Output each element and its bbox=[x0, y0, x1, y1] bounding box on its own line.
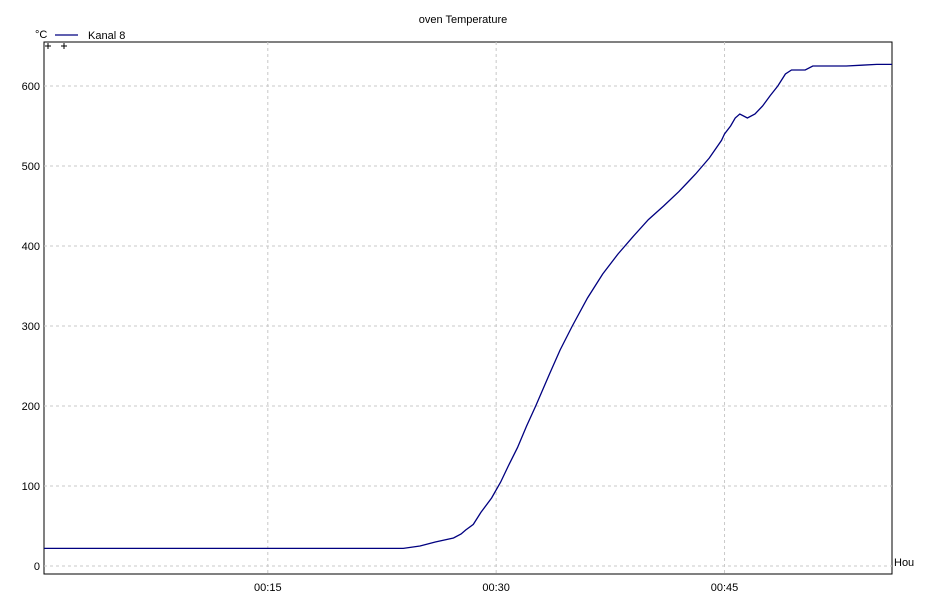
series-line-kanal-8 bbox=[44, 63, 892, 550]
x-tick-label: 00:15 bbox=[254, 582, 282, 594]
y-tick-label: 100 bbox=[22, 481, 40, 493]
cursor-marker-plus-icon[interactable] bbox=[61, 43, 67, 49]
cursor-marker-plus-icon[interactable] bbox=[45, 43, 51, 49]
y-tick-label: 300 bbox=[22, 321, 40, 333]
legend: Kanal 8 bbox=[55, 30, 125, 42]
plot-area[interactable] bbox=[43, 41, 893, 575]
y-axis-unit: °C bbox=[35, 29, 47, 41]
y-tick-label: 0 bbox=[34, 561, 40, 573]
chart-title: oven Temperature bbox=[419, 14, 507, 26]
y-tick-label: 500 bbox=[22, 161, 40, 173]
x-axis-unit: Hou bbox=[894, 557, 914, 569]
grid-lines bbox=[44, 42, 892, 574]
y-tick-label: 400 bbox=[22, 241, 40, 253]
y-tick-label: 200 bbox=[22, 401, 40, 413]
cursor-markers[interactable] bbox=[45, 43, 67, 49]
x-axis-ticks: 00:15 00:30 00:45 bbox=[254, 582, 738, 594]
y-axis-ticks: 0 100 200 300 400 500 600 bbox=[22, 81, 40, 573]
x-tick-label: 00:45 bbox=[711, 582, 739, 594]
x-tick-label: 00:30 bbox=[482, 582, 510, 594]
y-tick-label: 600 bbox=[22, 81, 40, 93]
legend-label-kanal-8: Kanal 8 bbox=[88, 30, 125, 42]
